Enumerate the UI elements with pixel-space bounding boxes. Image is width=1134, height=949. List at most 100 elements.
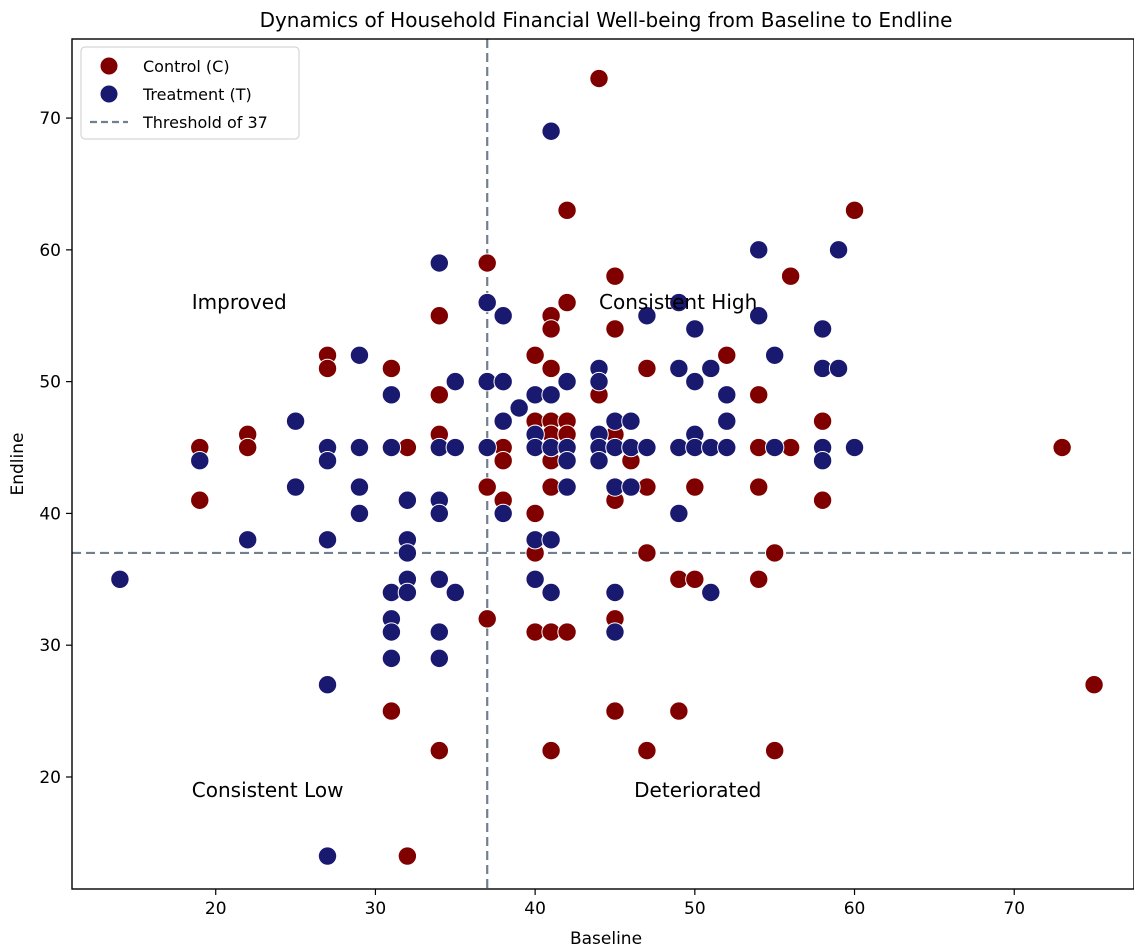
legend-threshold-label: Threshold of 37 — [142, 113, 268, 132]
treatment-point — [669, 358, 689, 379]
control-point — [669, 701, 689, 721]
treatment-point — [477, 437, 497, 458]
treatment-point — [285, 411, 306, 431]
control-point — [812, 411, 833, 431]
treatment-point — [317, 675, 338, 695]
legend-control-label: Control (C) — [143, 57, 230, 76]
control-point — [764, 543, 785, 563]
treatment-point — [717, 411, 737, 431]
treatment-point — [828, 358, 849, 379]
treatment-point — [349, 345, 370, 365]
treatment-point — [764, 437, 785, 458]
control-point — [749, 477, 769, 497]
treatment-point — [445, 371, 465, 392]
treatment-point — [749, 240, 769, 260]
treatment-point — [493, 306, 513, 326]
control-point — [477, 609, 497, 629]
control-point — [381, 701, 402, 721]
treatment-point — [493, 411, 513, 431]
control-point — [1052, 437, 1072, 458]
treatment-point — [317, 451, 338, 471]
treatment-point — [541, 121, 561, 141]
treatment-point — [429, 648, 450, 669]
treatment-point — [541, 530, 561, 550]
control-point — [605, 319, 625, 339]
x-tick-label: 60 — [844, 899, 866, 919]
treatment-point — [349, 477, 370, 497]
legend-treatment-marker — [99, 84, 119, 104]
chart-title: Dynamics of Household Financial Well-bei… — [260, 8, 953, 32]
treatment-point — [621, 477, 641, 497]
treatment-point — [397, 490, 418, 510]
y-tick-label: 70 — [39, 109, 61, 129]
treatment-point — [349, 503, 370, 524]
treatment-point — [605, 622, 625, 642]
treatment-point — [621, 411, 641, 431]
treatment-point — [445, 437, 465, 458]
treatment-point — [605, 582, 625, 603]
treatment-point — [701, 582, 721, 603]
treatment-point — [685, 371, 705, 392]
control-point — [190, 490, 210, 510]
control-point — [637, 358, 657, 379]
control-point — [812, 490, 833, 510]
treatment-point — [445, 582, 465, 603]
control-point — [525, 503, 545, 524]
control-point — [637, 543, 657, 563]
control-point — [477, 253, 497, 273]
treatment-point — [669, 292, 689, 313]
control-point — [605, 266, 625, 286]
quadrant-label: Consistent High — [599, 290, 757, 314]
x-tick-label: 70 — [1003, 899, 1025, 919]
control-point — [685, 569, 705, 590]
treatment-point — [317, 846, 338, 866]
y-axis-label: Endline — [8, 433, 28, 496]
x-tick-label: 20 — [205, 899, 227, 919]
treatment-point — [110, 569, 130, 590]
treatment-point — [397, 582, 418, 603]
treatment-point — [764, 345, 785, 365]
treatment-point — [669, 503, 689, 524]
y-tick-label: 60 — [39, 241, 61, 261]
control-point — [557, 292, 577, 313]
control-point — [749, 385, 769, 405]
control-point — [844, 200, 865, 221]
x-tick-label: 30 — [365, 899, 387, 919]
treatment-point — [541, 385, 561, 405]
treatment-point — [381, 622, 402, 642]
control-point — [780, 266, 801, 286]
control-point — [429, 740, 450, 761]
treatment-point — [717, 437, 737, 458]
x-tick-label: 40 — [524, 899, 546, 919]
treatment-point — [190, 451, 210, 471]
control-point — [749, 569, 769, 590]
treatment-point — [812, 319, 833, 339]
treatment-point — [637, 437, 657, 458]
treatment-point — [429, 622, 450, 642]
treatment-point — [525, 569, 545, 590]
control-point — [1084, 675, 1104, 695]
quadrant-label: Improved — [192, 290, 287, 314]
control-point — [317, 358, 338, 379]
control-point — [589, 68, 609, 89]
control-point — [541, 358, 561, 379]
treatment-point — [349, 437, 370, 458]
plot-frame — [71, 38, 1134, 890]
control-point — [381, 358, 402, 379]
control-point — [477, 477, 497, 497]
treatment-point — [685, 319, 705, 339]
data-points — [110, 68, 1104, 866]
x-tick-label: 50 — [684, 899, 706, 919]
quadrant-labels: Improved Consistent High Consistent Low Det… — [192, 290, 762, 802]
treatment-point — [477, 292, 497, 313]
treatment-point — [237, 530, 258, 550]
control-point — [557, 200, 577, 221]
quadrant-label: Consistent Low — [192, 778, 344, 802]
treatment-point — [844, 437, 865, 458]
treatment-point — [557, 371, 577, 392]
legend-control-marker — [99, 56, 119, 76]
control-point — [429, 306, 450, 326]
treatment-point — [589, 451, 609, 471]
treatment-point — [557, 451, 577, 471]
